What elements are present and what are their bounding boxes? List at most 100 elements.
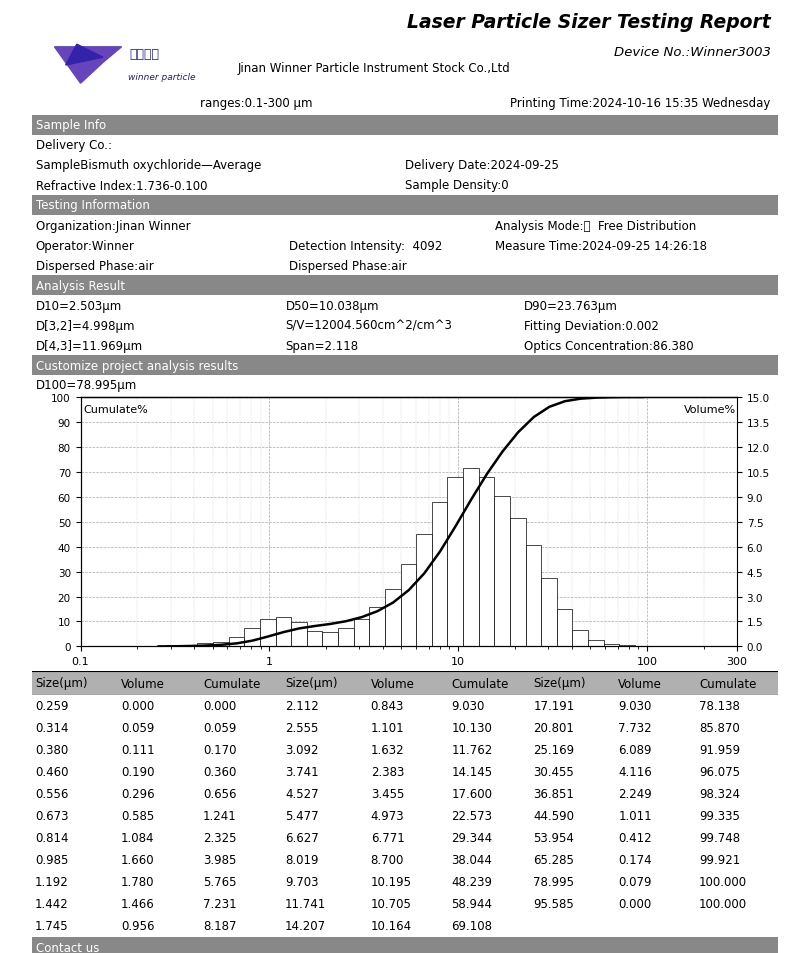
Text: D10=2.503μm: D10=2.503μm: [36, 299, 122, 313]
Text: 29.344: 29.344: [452, 832, 492, 844]
Text: Cumulate: Cumulate: [203, 677, 261, 690]
Text: Refractive Index:1.736-0.100: Refractive Index:1.736-0.100: [36, 179, 207, 193]
Text: 0.190: 0.190: [121, 765, 154, 779]
Text: 8.700: 8.700: [371, 854, 404, 866]
Text: 99.921: 99.921: [699, 854, 740, 866]
Text: Customize project analysis results: Customize project analysis results: [36, 359, 238, 372]
Text: 36.851: 36.851: [533, 788, 574, 801]
Text: 0.059: 0.059: [121, 721, 154, 735]
Text: 0.460: 0.460: [35, 765, 68, 779]
Text: 2.555: 2.555: [285, 721, 318, 735]
Text: 69.108: 69.108: [452, 920, 492, 933]
Text: 8.019: 8.019: [285, 854, 318, 866]
Text: 1.011: 1.011: [618, 810, 652, 822]
Bar: [291, 622, 307, 647]
Text: 10.705: 10.705: [371, 898, 411, 910]
Text: 1.192: 1.192: [35, 876, 69, 888]
Text: 85.870: 85.870: [699, 721, 739, 735]
Text: Volume: Volume: [371, 677, 415, 690]
Text: 9.030: 9.030: [452, 700, 484, 713]
Text: Dispersed Phase:air: Dispersed Phase:air: [36, 259, 153, 273]
Bar: [182, 645, 197, 647]
Text: Dispersed Phase:air: Dispersed Phase:air: [290, 259, 407, 273]
Text: 58.944: 58.944: [452, 898, 492, 910]
Text: 0.259: 0.259: [35, 700, 68, 713]
Text: 0.079: 0.079: [618, 876, 652, 888]
Text: Delivery Date:2024-09-25: Delivery Date:2024-09-25: [405, 159, 559, 172]
Text: 0.000: 0.000: [618, 898, 651, 910]
Text: D[3,2]=4.998μm: D[3,2]=4.998μm: [36, 319, 136, 333]
Bar: [463, 469, 479, 647]
Text: Size(μm): Size(μm): [35, 677, 87, 690]
Text: D90=23.763μm: D90=23.763μm: [525, 299, 618, 313]
Text: 65.285: 65.285: [533, 854, 574, 866]
Text: Jinan Winner Particle Instrument Stock Co.,Ltd: Jinan Winner Particle Instrument Stock C…: [237, 62, 510, 75]
Text: 8.187: 8.187: [203, 920, 237, 933]
Text: Delivery Co.:: Delivery Co.:: [36, 139, 111, 152]
Bar: [588, 639, 604, 647]
X-axis label: Size(μm): Size(μm): [381, 671, 436, 683]
Text: 25.169: 25.169: [533, 743, 574, 757]
Bar: [494, 497, 510, 647]
Text: Sample Density:0: Sample Density:0: [405, 179, 508, 193]
Text: Laser Particle Sizer Testing Report: Laser Particle Sizer Testing Report: [407, 12, 771, 31]
Text: 1.660: 1.660: [121, 854, 155, 866]
Text: 6.089: 6.089: [618, 743, 652, 757]
Text: 4.116: 4.116: [618, 765, 652, 779]
Bar: [573, 630, 588, 647]
Text: 5.765: 5.765: [203, 876, 237, 888]
Text: 3.455: 3.455: [371, 788, 404, 801]
Text: 38.044: 38.044: [452, 854, 492, 866]
Polygon shape: [55, 48, 122, 84]
Bar: [166, 646, 182, 647]
Polygon shape: [66, 45, 103, 66]
Text: 78.995: 78.995: [533, 876, 574, 888]
Text: winner particle: winner particle: [128, 72, 195, 82]
Text: 0.956: 0.956: [121, 920, 154, 933]
Text: Detection Intensity:  4092: Detection Intensity: 4092: [290, 239, 443, 253]
Text: 4.973: 4.973: [371, 810, 404, 822]
Text: 17.600: 17.600: [452, 788, 492, 801]
Text: 53.954: 53.954: [533, 832, 574, 844]
Bar: [369, 607, 385, 647]
Text: Span=2.118: Span=2.118: [286, 339, 358, 352]
Text: 2.383: 2.383: [371, 765, 404, 779]
Text: 99.335: 99.335: [699, 810, 739, 822]
Text: 2.112: 2.112: [285, 700, 318, 713]
Text: 10.195: 10.195: [371, 876, 411, 888]
Text: 0.111: 0.111: [121, 743, 155, 757]
Text: 5.477: 5.477: [285, 810, 318, 822]
Text: 0.814: 0.814: [35, 832, 68, 844]
Text: D50=10.038μm: D50=10.038μm: [286, 299, 379, 313]
Text: 1.101: 1.101: [371, 721, 404, 735]
Text: S/V=12004.560cm^2/cm^3: S/V=12004.560cm^2/cm^3: [286, 319, 452, 333]
Text: 10.164: 10.164: [371, 920, 411, 933]
Bar: [213, 641, 229, 647]
Text: Printing Time:2024-10-16 15:35 Wednesday: Printing Time:2024-10-16 15:35 Wednesday: [510, 97, 771, 111]
Text: 95.585: 95.585: [533, 898, 574, 910]
Text: 0.000: 0.000: [121, 700, 154, 713]
Bar: [322, 633, 338, 647]
Text: Fitting Deviation:0.002: Fitting Deviation:0.002: [525, 319, 659, 333]
Text: D100=78.995μm: D100=78.995μm: [36, 378, 137, 391]
Text: Sample Info: Sample Info: [36, 119, 106, 132]
Text: 78.138: 78.138: [699, 700, 739, 713]
Text: 3.741: 3.741: [285, 765, 318, 779]
Text: Contact us: Contact us: [36, 941, 99, 953]
Bar: [245, 629, 260, 647]
Text: 100.000: 100.000: [699, 876, 747, 888]
Text: 1.780: 1.780: [121, 876, 154, 888]
Bar: [416, 535, 431, 647]
Bar: [306, 631, 322, 647]
Text: Optics Concentration:86.380: Optics Concentration:86.380: [525, 339, 694, 352]
Text: 2.249: 2.249: [618, 788, 652, 801]
Bar: [604, 644, 619, 647]
Bar: [510, 518, 525, 647]
Text: 1.745: 1.745: [35, 920, 69, 933]
Bar: [448, 477, 463, 647]
Text: 1.084: 1.084: [121, 832, 154, 844]
Text: Testing Information: Testing Information: [36, 199, 150, 213]
Text: 98.324: 98.324: [699, 788, 740, 801]
Text: 14.207: 14.207: [285, 920, 326, 933]
Text: 14.145: 14.145: [452, 765, 492, 779]
